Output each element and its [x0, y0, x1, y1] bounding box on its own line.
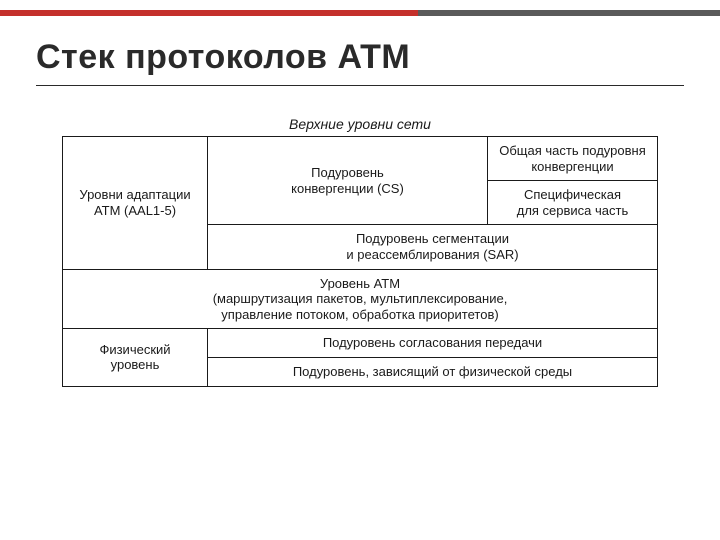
title-block: Стек протоколов ATM — [0, 16, 720, 86]
diagram-caption: Верхние уровни сети — [62, 116, 658, 132]
table-row: Уровень ATM(маршрутизация пакетов, мульт… — [63, 269, 658, 329]
table-row: ФизическийуровеньПодуровень согласования… — [63, 329, 658, 358]
accent-right — [418, 10, 720, 16]
accent-left — [0, 10, 418, 16]
table-cell: Специфическаядля сервиса часть — [488, 181, 658, 225]
table-cell: Общая часть подуровняконвергенции — [488, 137, 658, 181]
protocol-stack-table: Уровни адаптацииATM (AAL1-5)Подуровенько… — [62, 136, 658, 387]
table-row: Уровни адаптацииATM (AAL1-5)Подуровенько… — [63, 137, 658, 181]
diagram-area: Верхние уровни сети Уровни адаптацииATM … — [0, 86, 720, 387]
table-cell: Уровень ATM(маршрутизация пакетов, мульт… — [63, 269, 658, 329]
table-cell: Подуровень согласования передачи — [208, 329, 658, 358]
table-cell: Подуровень сегментациии реассемблировани… — [208, 225, 658, 269]
accent-strip — [0, 10, 720, 16]
table-cell: Физическийуровень — [63, 329, 208, 386]
page-title: Стек протоколов ATM — [36, 38, 684, 77]
top-gap — [0, 0, 720, 10]
protocol-stack-body: Уровни адаптацииATM (AAL1-5)Подуровенько… — [63, 137, 658, 387]
table-cell: Подуровеньконвергенции (CS) — [208, 137, 488, 225]
table-cell: Подуровень, зависящий от физической сред… — [208, 357, 658, 386]
table-cell: Уровни адаптацииATM (AAL1-5) — [63, 137, 208, 270]
